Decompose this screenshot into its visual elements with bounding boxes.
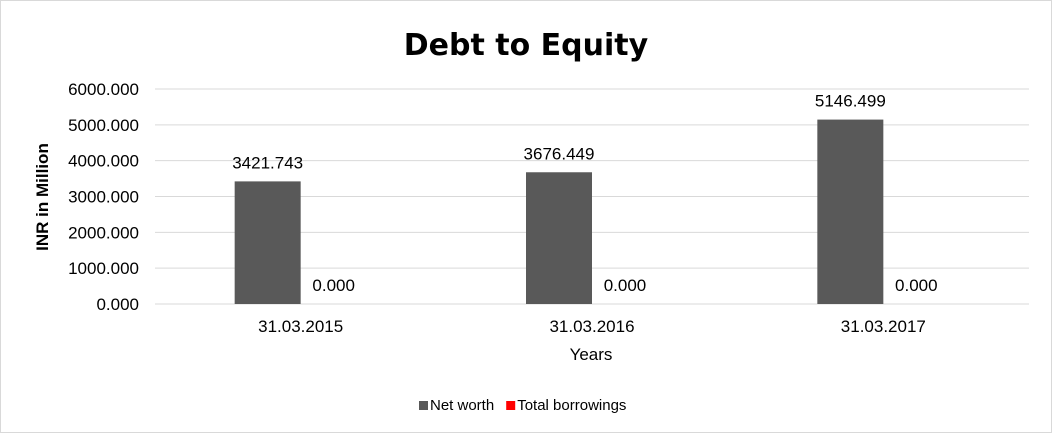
y-tick-label: 5000.000 (68, 116, 139, 135)
x-tick-label: 31.03.2017 (841, 317, 926, 336)
data-label: 3421.743 (232, 153, 303, 172)
legend-swatch (506, 401, 516, 410)
x-axis-title: Years (570, 345, 613, 364)
chart-title: Debt to Equity (404, 28, 649, 63)
data-label: 0.000 (312, 276, 355, 295)
legend-label: Total borrowings (517, 397, 626, 414)
data-label: 3676.449 (524, 144, 595, 163)
y-tick-label: 0.000 (96, 295, 139, 314)
legend: Net worth Total borrowings (419, 397, 626, 414)
data-labels: 3421.743 0.000 3676.449 0.000 5146.499 0.000 (232, 92, 937, 295)
bars (234, 119, 884, 304)
y-tick-labels: 0.000 1000.000 2000.000 3000.000 4000.000 500… (68, 80, 139, 314)
x-tick-label: 31.03.2015 (258, 317, 343, 336)
data-label: 5146.499 (815, 92, 886, 111)
y-axis-title: INR in Million (33, 143, 52, 251)
y-tick-label: 2000.000 (68, 223, 139, 242)
bar-net-worth (526, 172, 592, 304)
y-tick-label: 3000.000 (68, 188, 139, 207)
bar-net-worth (234, 181, 301, 304)
y-tick-label: 6000.000 (68, 80, 139, 99)
y-tick-label: 4000.000 (68, 152, 139, 171)
bar-net-worth (817, 119, 884, 304)
legend-swatch (419, 401, 428, 410)
y-tick-label: 1000.000 (68, 259, 139, 278)
legend-label: Net worth (430, 397, 494, 414)
x-tick-labels: 31.03.2015 31.03.2016 31.03.2017 (258, 317, 926, 336)
data-label: 0.000 (895, 276, 938, 295)
x-tick-label: 31.03.2016 (549, 317, 634, 336)
data-label: 0.000 (604, 276, 647, 295)
